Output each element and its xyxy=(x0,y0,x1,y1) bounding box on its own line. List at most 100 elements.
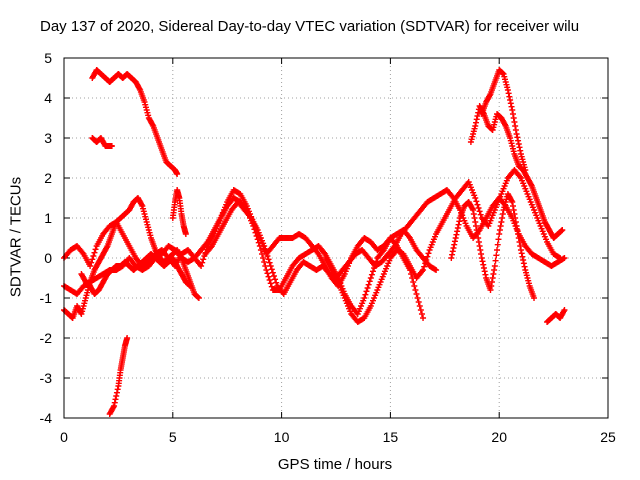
data-point xyxy=(482,271,489,278)
data-point xyxy=(470,207,477,213)
data-point xyxy=(367,275,374,281)
data-point xyxy=(198,263,205,269)
data-point xyxy=(519,253,526,260)
data-point xyxy=(489,275,496,281)
data-point xyxy=(421,263,428,270)
data-point xyxy=(424,253,431,260)
data-points xyxy=(61,67,568,417)
data-point xyxy=(88,259,95,266)
y-tick-label: 4 xyxy=(44,90,52,106)
data-point xyxy=(506,93,513,100)
data-point xyxy=(499,211,506,217)
y-tick-label: -3 xyxy=(40,370,53,386)
data-point xyxy=(262,246,269,253)
data-point xyxy=(497,223,504,229)
data-point xyxy=(510,115,517,121)
data-point xyxy=(504,87,511,93)
data-point xyxy=(182,231,189,237)
data-point xyxy=(425,250,432,257)
data-point xyxy=(415,299,422,305)
data-point xyxy=(200,256,207,263)
data-point xyxy=(475,239,482,245)
grid-lines xyxy=(64,58,608,418)
data-point xyxy=(511,211,518,217)
data-point xyxy=(266,259,273,266)
x-tick-label: 0 xyxy=(60,429,68,445)
data-point xyxy=(487,287,494,293)
data-point xyxy=(515,137,522,144)
data-point xyxy=(481,268,488,275)
data-point xyxy=(448,255,455,261)
data-point xyxy=(111,403,118,409)
data-point xyxy=(517,247,524,253)
data-point xyxy=(472,223,479,229)
data-point xyxy=(513,223,520,229)
data-point xyxy=(91,249,98,256)
data-point xyxy=(510,207,517,213)
data-point xyxy=(474,201,481,208)
data-point xyxy=(511,119,518,125)
data-point xyxy=(495,236,502,243)
data-point xyxy=(254,236,261,243)
data-point xyxy=(472,123,479,129)
data-point xyxy=(470,211,477,217)
data-point xyxy=(473,198,480,205)
data-point xyxy=(261,259,268,265)
data-point xyxy=(433,267,440,273)
data-point xyxy=(452,235,459,241)
x-tick-label: 25 xyxy=(600,429,616,445)
data-point xyxy=(531,295,538,301)
data-point xyxy=(454,228,461,235)
data-point xyxy=(505,90,512,97)
data-point xyxy=(514,227,521,233)
data-point xyxy=(366,278,373,285)
data-point xyxy=(494,247,501,253)
data-point xyxy=(520,257,527,263)
data-point xyxy=(512,123,519,129)
series-track-2 xyxy=(89,135,115,149)
data-point xyxy=(261,243,268,249)
data-point xyxy=(522,167,529,173)
series-track-13 xyxy=(478,67,529,173)
data-point xyxy=(272,276,279,283)
data-point xyxy=(498,219,505,225)
data-point xyxy=(422,260,429,267)
data-point xyxy=(87,263,94,269)
y-tick-label: -2 xyxy=(40,330,53,346)
data-point xyxy=(521,263,528,270)
data-point xyxy=(453,231,460,238)
data-point xyxy=(478,255,485,261)
data-point xyxy=(412,287,419,293)
data-point xyxy=(265,273,272,280)
x-tick-label: 15 xyxy=(383,429,399,445)
data-point xyxy=(491,263,498,269)
data-point xyxy=(362,291,369,298)
y-tick-label: 5 xyxy=(44,50,52,66)
data-point xyxy=(517,243,524,249)
data-point xyxy=(491,267,498,273)
data-point xyxy=(365,281,372,288)
data-point xyxy=(499,215,506,221)
series-track-8 xyxy=(169,187,189,237)
series-track-10 xyxy=(322,167,564,325)
data-point xyxy=(476,243,483,249)
data-point xyxy=(512,215,519,221)
data-point xyxy=(420,267,427,273)
data-point xyxy=(518,250,525,257)
y-tick-label: 0 xyxy=(44,250,52,266)
data-point xyxy=(418,311,425,317)
data-point xyxy=(520,260,527,267)
data-point xyxy=(267,263,274,269)
data-point xyxy=(517,147,524,154)
tick-labels: 0 5 10 15 20 25 -4 -3 -2 -1 0 1 2 3 4 5 xyxy=(40,50,616,445)
y-axis-label: SDTVAR / TECUs xyxy=(7,176,25,298)
x-tick-label: 10 xyxy=(274,429,290,445)
data-point xyxy=(267,280,274,287)
data-point xyxy=(509,203,516,209)
data-point xyxy=(260,255,267,261)
data-point xyxy=(174,171,181,177)
data-point xyxy=(475,235,482,241)
data-point xyxy=(480,261,487,268)
data-point xyxy=(411,283,418,289)
series-track-7 xyxy=(78,251,194,297)
